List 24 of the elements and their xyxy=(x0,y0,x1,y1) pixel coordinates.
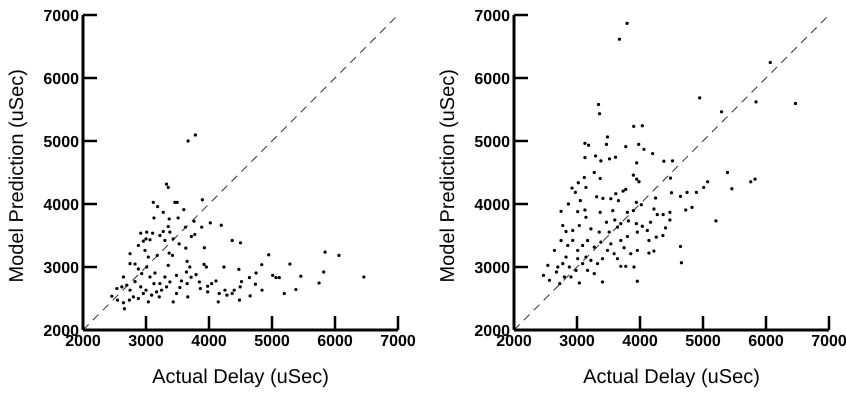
y-tick-label: 5000 xyxy=(474,134,510,151)
x-tick-label: 6000 xyxy=(748,333,784,350)
y-tick-label: 4000 xyxy=(43,197,80,214)
x-tick-label: 3000 xyxy=(128,333,164,350)
y-tick-label: 7000 xyxy=(474,8,510,25)
x-tick-label: 7000 xyxy=(380,333,416,350)
x-tick-label: 5000 xyxy=(254,333,290,350)
y-tick-label: 3000 xyxy=(474,260,510,277)
y-tick-label: 7000 xyxy=(43,8,80,25)
x-axis-title: Actual Delay (uSec) xyxy=(583,366,760,388)
y-tick-label: 5000 xyxy=(43,134,80,151)
x-tick-label: 7000 xyxy=(811,333,846,350)
x-axis-title: Actual Delay (uSec) xyxy=(152,366,329,388)
x-tick-label: 3000 xyxy=(559,333,595,350)
y-axis-title: Model Prediction (uSec) xyxy=(6,69,28,282)
x-tick-label: 4000 xyxy=(191,333,227,350)
y-tick-label: 4000 xyxy=(474,197,510,214)
x-tick-label: 6000 xyxy=(317,333,353,350)
x-tick-label: 5000 xyxy=(685,333,721,350)
y-tick-label: 3000 xyxy=(43,260,80,277)
y-tick-label: 6000 xyxy=(43,71,80,88)
y-axis-title: Model Prediction (uSec) xyxy=(437,69,460,282)
y-tick-label: 6000 xyxy=(474,71,510,88)
x-tick-label: 4000 xyxy=(622,333,658,350)
